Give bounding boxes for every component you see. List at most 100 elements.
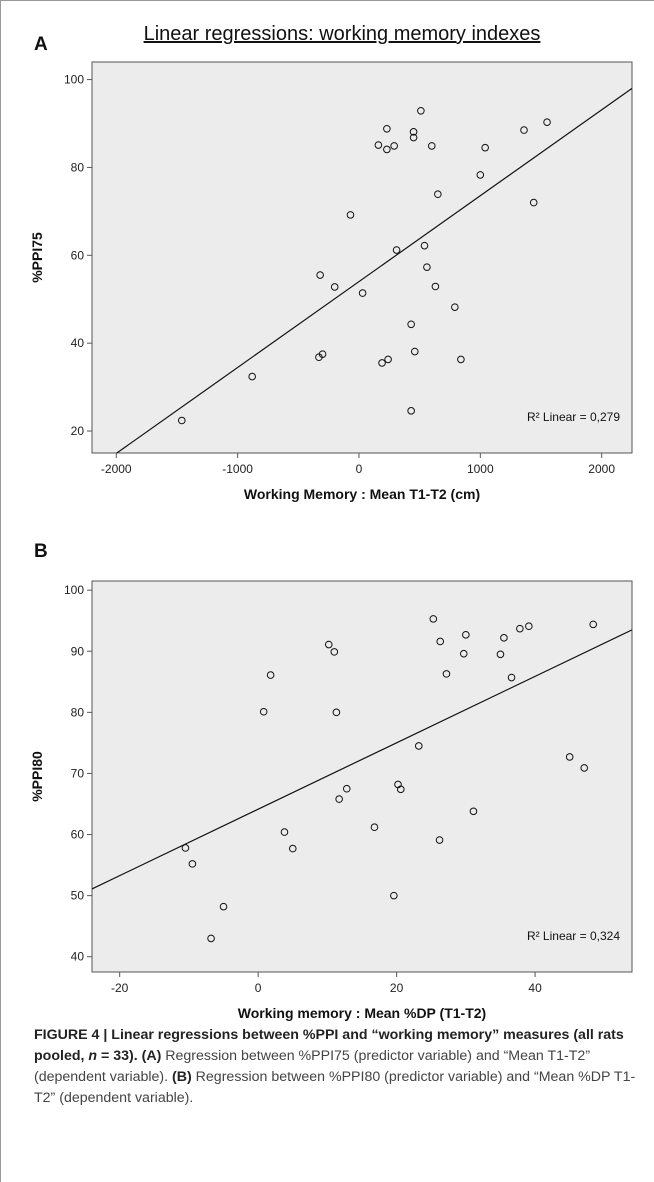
data-point — [370, 823, 379, 832]
data-point — [462, 630, 470, 639]
data-point — [481, 143, 489, 152]
x-axis-label: Working memory : Mean %DP (T1-T2) — [238, 1005, 486, 1021]
data-point — [374, 141, 383, 149]
y-tick-label: 60 — [71, 248, 85, 262]
y-tick-label: 100 — [64, 583, 84, 597]
caption-text-b: Regression between %PPI80 (predictor var… — [34, 1069, 636, 1106]
y-tick-label: 50 — [71, 889, 85, 903]
data-point — [417, 106, 425, 115]
data-point — [565, 753, 574, 761]
data-point — [435, 836, 444, 844]
x-tick-label: 40 — [528, 981, 542, 995]
data-point — [330, 283, 339, 291]
y-tick-label: 100 — [64, 73, 84, 87]
data-point — [392, 246, 401, 254]
data-point — [431, 282, 440, 291]
data-point — [318, 350, 327, 358]
data-point — [469, 807, 478, 816]
x-tick-label: 0 — [255, 981, 262, 995]
data-point — [390, 142, 398, 150]
x-tick-label: 1000 — [467, 462, 494, 476]
plot-area — [91, 61, 633, 454]
data-point — [407, 320, 415, 329]
data-point — [316, 271, 324, 279]
x-tick-label: 0 — [356, 462, 363, 476]
data-point — [580, 764, 589, 772]
plot-area — [91, 580, 633, 973]
y-tick-label: 40 — [71, 336, 85, 350]
data-point — [427, 142, 436, 150]
data-point — [288, 844, 297, 853]
x-tick-label: 20 — [390, 981, 404, 995]
y-tick-label: 90 — [71, 644, 85, 658]
data-point — [457, 355, 465, 364]
data-point — [429, 615, 438, 623]
data-point — [442, 670, 451, 678]
y-tick-label: 40 — [71, 950, 85, 964]
data-point — [414, 742, 423, 750]
data-point — [207, 934, 215, 943]
data-point — [507, 673, 516, 682]
data-point — [280, 828, 289, 836]
data-point — [529, 198, 538, 207]
data-point — [188, 860, 197, 868]
data-point — [181, 844, 190, 852]
y-tick-label: 80 — [71, 160, 85, 174]
figure-caption: FIGURE 4 | Linear regressions between %P… — [34, 1025, 640, 1109]
data-point — [459, 649, 468, 658]
data-point — [516, 624, 524, 633]
data-point — [266, 671, 275, 679]
data-point — [409, 133, 418, 142]
data-point — [332, 708, 341, 717]
x-tick-label: -2000 — [101, 462, 132, 476]
data-point — [496, 650, 505, 659]
panel-label: A — [34, 34, 48, 55]
data-point — [383, 145, 391, 154]
x-tick-label: -1000 — [222, 462, 253, 476]
caption-n-variable: n — [88, 1048, 98, 1064]
data-point — [346, 211, 355, 219]
data-point — [543, 118, 551, 126]
x-tick-label: -20 — [111, 981, 129, 995]
caption-label-b: (B) — [172, 1069, 192, 1085]
caption-lead: FIGURE 4 | Linear regressions between %P… — [34, 1027, 624, 1064]
y-tick-label: 80 — [71, 705, 85, 719]
data-point — [409, 128, 418, 136]
data-point — [259, 707, 268, 716]
panel-label: B — [34, 541, 48, 562]
figure-frame-left — [0, 0, 1, 1182]
x-tick-label: 2000 — [588, 462, 615, 476]
data-point — [520, 126, 528, 134]
x-axis-label: Working Memory : Mean T1-T2 (cm) — [244, 486, 480, 502]
data-point — [407, 407, 415, 415]
y-tick-label: 70 — [71, 766, 85, 780]
data-point — [248, 372, 256, 381]
caption-label-a: (A) — [141, 1048, 162, 1064]
data-point — [436, 637, 445, 646]
data-point — [384, 355, 392, 364]
regression-line — [92, 629, 632, 890]
r2-annotation: R² Linear = 0,324 — [527, 929, 620, 943]
data-point — [434, 190, 442, 199]
data-point — [420, 241, 429, 250]
chart-panel-b: B 40 50 60 70 80 90 100 -20 0 20 40 Working memory :… — [29, 541, 633, 1021]
data-point — [378, 359, 386, 367]
figure-title: Linear regressions: working memory index… — [144, 23, 541, 45]
data-point — [396, 785, 405, 794]
data-point — [476, 171, 485, 179]
data-point — [390, 891, 398, 900]
regression-line — [115, 87, 632, 453]
caption-n-value: = 33). — [97, 1048, 142, 1064]
data-point — [324, 640, 333, 649]
r2-annotation: R² Linear = 0,279 — [527, 410, 620, 424]
data-point — [410, 347, 419, 356]
caption-text-a: Regression between %PPI75 (predictor var… — [34, 1048, 591, 1085]
figure-frame-top — [0, 0, 654, 1]
data-point — [219, 902, 228, 911]
data-point — [525, 622, 533, 631]
y-tick-label: 20 — [71, 424, 85, 438]
y-axis-label: %PPI75 — [29, 232, 45, 283]
data-point — [383, 124, 391, 133]
data-point — [330, 648, 339, 656]
